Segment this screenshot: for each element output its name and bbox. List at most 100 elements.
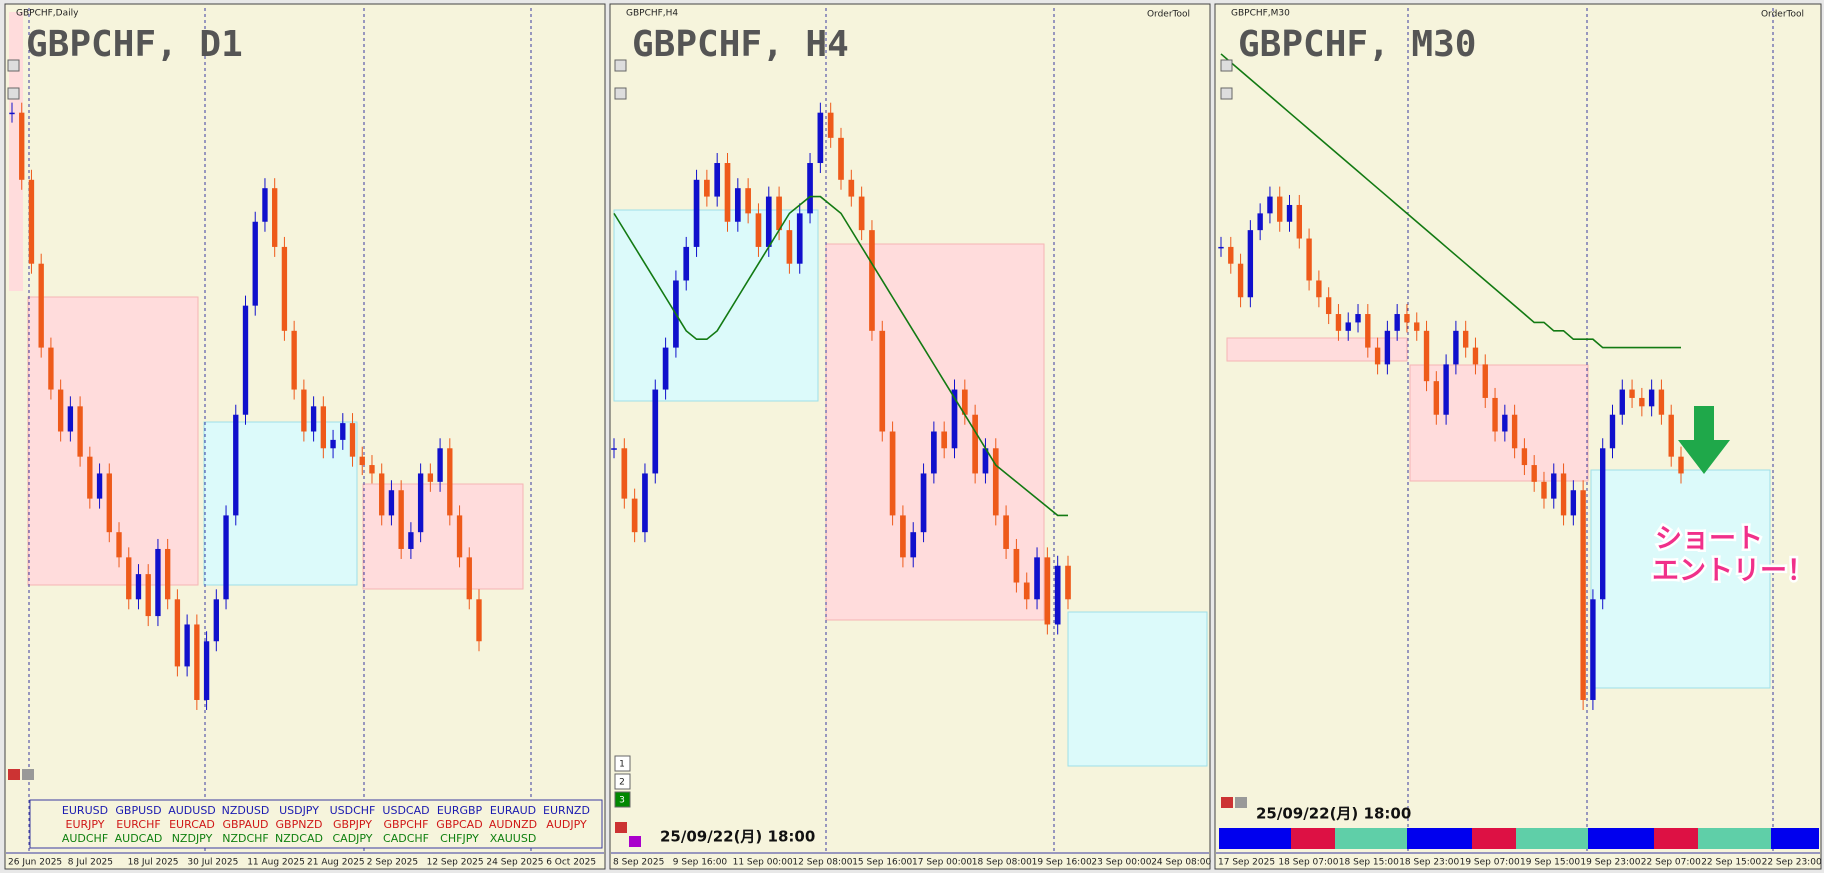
bar-segment bbox=[1588, 828, 1654, 849]
candle bbox=[155, 548, 161, 617]
number-buttons[interactable]: 1 2 3 bbox=[614, 755, 641, 847]
pair-button[interactable]: GBPUSD bbox=[115, 804, 161, 817]
pair-button[interactable]: NZDCHF bbox=[222, 832, 269, 845]
candle bbox=[1453, 330, 1459, 365]
candle bbox=[611, 448, 617, 450]
candle bbox=[77, 406, 83, 457]
candle bbox=[1511, 414, 1518, 449]
pair-button[interactable]: EURJPY bbox=[66, 818, 105, 831]
date-label: 22 Sep 15:00 bbox=[1701, 858, 1761, 868]
button[interactable] bbox=[614, 791, 631, 808]
bar-segment bbox=[1516, 828, 1588, 849]
candle bbox=[1472, 347, 1479, 365]
button[interactable] bbox=[614, 87, 627, 100]
candle bbox=[194, 624, 200, 700]
button[interactable] bbox=[1221, 797, 1233, 808]
date-label: 22 Sep 07:00 bbox=[1641, 858, 1701, 868]
button[interactable] bbox=[1220, 59, 1233, 72]
bar-segment bbox=[1771, 828, 1819, 849]
date-label: 12 Sep 2025 bbox=[427, 858, 484, 868]
candle bbox=[1228, 246, 1234, 264]
button[interactable] bbox=[22, 769, 34, 780]
pair-button[interactable]: USDJPY bbox=[279, 804, 319, 817]
candle bbox=[1257, 213, 1263, 231]
button[interactable] bbox=[629, 836, 641, 847]
pair-button[interactable]: NZDJPY bbox=[172, 832, 213, 845]
pair-button[interactable]: GBPNZD bbox=[276, 818, 323, 831]
button[interactable] bbox=[7, 87, 20, 100]
button-label[interactable]: 2 bbox=[619, 778, 625, 788]
candle bbox=[1355, 314, 1361, 323]
candle bbox=[398, 490, 404, 549]
pair-button[interactable]: CHFJPY bbox=[440, 832, 479, 845]
symbol-label: GBPCHF,Daily bbox=[16, 9, 79, 19]
bar-segment bbox=[1654, 828, 1698, 849]
pair-button[interactable]: EURCHF bbox=[116, 818, 160, 831]
box bbox=[1067, 611, 1208, 767]
candle bbox=[734, 188, 741, 222]
pair-button[interactable]: AUDUSD bbox=[168, 804, 216, 817]
pair-button[interactable]: GBPCHF bbox=[384, 818, 429, 831]
button[interactable] bbox=[614, 59, 627, 72]
button[interactable] bbox=[8, 769, 20, 780]
button[interactable] bbox=[7, 59, 20, 72]
candle bbox=[28, 179, 35, 264]
date-label: 17 Sep 2025 bbox=[1218, 858, 1275, 868]
candle bbox=[213, 599, 219, 642]
pair-button[interactable]: USDCAD bbox=[382, 804, 429, 817]
candle bbox=[1414, 322, 1420, 331]
pair-button[interactable]: AUDJPY bbox=[546, 818, 587, 831]
chart-title: GBPCHF, H4 bbox=[632, 24, 849, 65]
candle bbox=[1277, 196, 1283, 222]
candle bbox=[1551, 473, 1557, 499]
candle bbox=[838, 137, 844, 180]
candle bbox=[1218, 246, 1224, 249]
pair-button[interactable]: CADCHF bbox=[383, 832, 429, 845]
chart-title: GBPCHF, D1 bbox=[26, 24, 243, 65]
pair-button[interactable]: NZDUSD bbox=[222, 804, 270, 817]
pair-button[interactable]: AUDCAD bbox=[115, 832, 163, 845]
pair-button[interactable]: EURGBP bbox=[437, 804, 483, 817]
button[interactable] bbox=[1235, 797, 1247, 808]
pair-button[interactable]: EURCAD bbox=[169, 818, 215, 831]
button[interactable] bbox=[614, 773, 631, 790]
candle bbox=[961, 389, 968, 415]
candle bbox=[330, 439, 336, 449]
button[interactable] bbox=[1220, 87, 1233, 100]
button-label[interactable]: 1 bbox=[619, 760, 625, 770]
candle bbox=[1034, 557, 1040, 600]
candle bbox=[1003, 515, 1009, 549]
candle bbox=[693, 179, 700, 247]
button[interactable] bbox=[614, 755, 631, 772]
pair-button[interactable]: CADJPY bbox=[332, 832, 372, 845]
pair-button[interactable]: NZDCAD bbox=[275, 832, 323, 845]
candle bbox=[1492, 397, 1498, 432]
pair-button[interactable]: GBPCAD bbox=[436, 818, 482, 831]
side-buttons[interactable] bbox=[7, 59, 1233, 100]
candle bbox=[96, 473, 103, 499]
candle bbox=[827, 112, 834, 138]
button[interactable] bbox=[615, 822, 627, 833]
date-label: 24 Sep 2025 bbox=[486, 858, 543, 868]
date-label: 24 Sep 08:00 bbox=[1151, 858, 1211, 868]
pair-button[interactable]: EURAUD bbox=[490, 804, 536, 817]
tool-label: OrderTool bbox=[1147, 10, 1190, 20]
candle bbox=[106, 473, 112, 533]
pair-button[interactable]: XAUUSD bbox=[490, 832, 537, 845]
box bbox=[1226, 337, 1408, 362]
pair-button[interactable]: EURUSD bbox=[62, 804, 108, 817]
candle bbox=[9, 112, 15, 115]
pair-button[interactable]: EURNZD bbox=[543, 804, 590, 817]
candle bbox=[1423, 330, 1430, 382]
pair-button[interactable]: AUDNZD bbox=[489, 818, 537, 831]
candle bbox=[67, 406, 74, 432]
pair-button[interactable]: USDCHF bbox=[330, 804, 376, 817]
pair-button[interactable]: AUDCHF bbox=[62, 832, 108, 845]
candle bbox=[714, 163, 721, 197]
candle bbox=[1590, 599, 1596, 700]
button-label[interactable]: 3 bbox=[619, 796, 625, 806]
pair-button[interactable]: GBPJPY bbox=[333, 818, 372, 831]
pair-button[interactable]: GBPAUD bbox=[222, 818, 268, 831]
candle bbox=[807, 163, 813, 214]
